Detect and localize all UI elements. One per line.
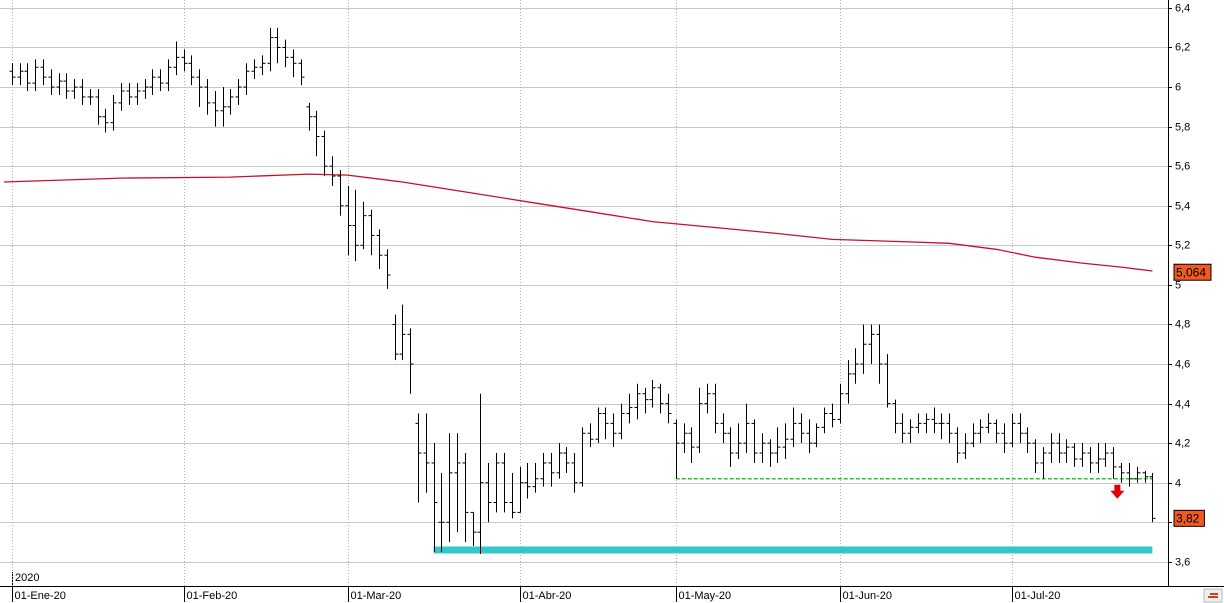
y-tick-label: 5,6	[1175, 160, 1190, 172]
x-tick-label: 01-Jun-20	[843, 590, 893, 602]
moving-average	[3, 173, 1153, 272]
y-tick-label: 4,2	[1175, 437, 1190, 449]
y-tick-label: 6,4	[1175, 2, 1190, 14]
x-tick-label: 01-Abr-20	[523, 590, 572, 602]
y-tick-label: 6	[1175, 81, 1181, 93]
y-tick-label: 4,4	[1175, 398, 1190, 410]
price-label-box	[1173, 263, 1212, 281]
year-label: 2020	[15, 572, 39, 584]
y-tick-label: 4,8	[1175, 318, 1190, 330]
y-tick-label: 3,6	[1175, 556, 1190, 568]
x-tick-label: 01-Ene-20	[15, 590, 66, 602]
price-label: 5,064	[1176, 265, 1206, 279]
x-tick-label: 01-May-20	[679, 590, 732, 602]
y-tick-label: 5,4	[1175, 200, 1190, 212]
x-tick-label: 01-Jul-20	[1015, 590, 1061, 602]
y-tick-label: 5	[1175, 279, 1181, 291]
y-tick-label: 6,2	[1175, 41, 1190, 53]
signal-arrow	[1110, 484, 1125, 499]
y-tick-label: 5,2	[1175, 239, 1190, 251]
price-label: 3,82	[1176, 512, 1200, 526]
x-tick-label: 01-Feb-20	[187, 590, 238, 602]
y-tick-label: 4,6	[1175, 358, 1190, 370]
price-label-box	[1173, 509, 1205, 527]
corner-icon	[1203, 588, 1223, 603]
y-tick-label: 4	[1175, 477, 1181, 489]
x-tick-label: 01-Mar-20	[351, 590, 402, 602]
corner-icon-glyph	[1208, 593, 1218, 598]
y-tick-label: 5,8	[1175, 121, 1190, 133]
